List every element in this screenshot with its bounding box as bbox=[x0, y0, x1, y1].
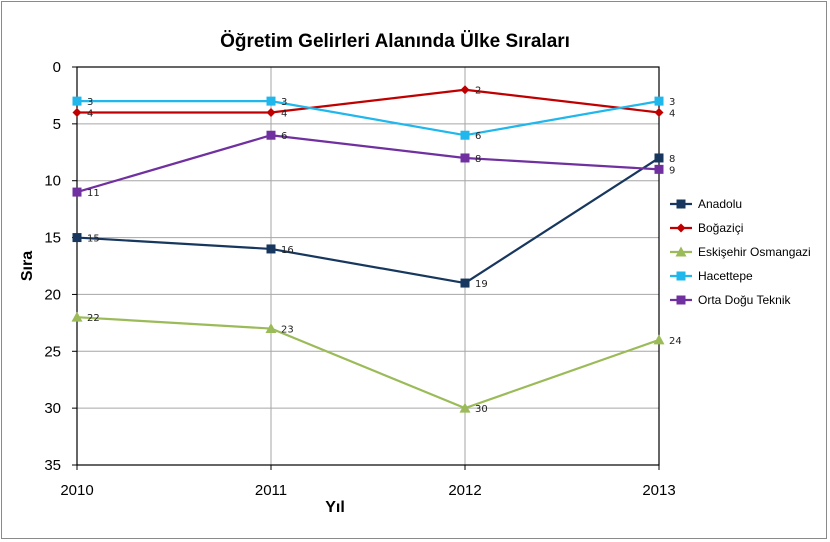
series-3: 3 3 6 3 bbox=[72, 96, 675, 142]
legend-label: Orta Doğu Teknik bbox=[698, 293, 791, 307]
legend-label: Anadolu bbox=[698, 197, 742, 211]
data-label: 2 bbox=[475, 86, 481, 97]
legend-marker bbox=[676, 199, 686, 209]
legend-item: Eskişehir Osmangazi bbox=[670, 245, 811, 259]
data-label: 8 bbox=[669, 154, 675, 165]
data-point bbox=[72, 96, 82, 106]
data-point bbox=[460, 278, 470, 288]
data-label: 24 bbox=[669, 336, 682, 347]
data-label: 9 bbox=[669, 165, 675, 176]
legend-marker bbox=[676, 271, 686, 281]
data-label: 6 bbox=[475, 131, 481, 142]
chart-title: Öğretim Gelirleri Alanında Ülke Sıraları bbox=[220, 31, 570, 52]
data-label: 22 bbox=[87, 313, 100, 324]
legend-label: Boğaziçi bbox=[698, 221, 743, 235]
x-tick-label: 2011 bbox=[255, 482, 287, 499]
y-tick-label: 30 bbox=[44, 400, 61, 417]
data-point bbox=[460, 85, 470, 95]
data-point bbox=[654, 96, 664, 106]
y-axis-ticks: 0 5 10 15 20 25 30 35 bbox=[44, 59, 77, 474]
data-point bbox=[266, 96, 276, 106]
legend-item: Hacettepe bbox=[670, 269, 753, 283]
legend-marker bbox=[675, 246, 687, 257]
data-label: 16 bbox=[281, 245, 294, 256]
x-tick-label: 2013 bbox=[642, 482, 675, 499]
legend-item: Orta Doğu Teknik bbox=[670, 293, 791, 307]
plot-area bbox=[76, 66, 660, 466]
data-point bbox=[266, 244, 276, 254]
data-point bbox=[460, 130, 470, 140]
y-tick-label: 25 bbox=[44, 343, 61, 360]
data-label: 3 bbox=[87, 97, 93, 108]
series-line bbox=[76, 316, 660, 410]
series-2: 22 23 30 24 bbox=[71, 311, 682, 415]
data-point bbox=[72, 187, 82, 197]
y-tick-label: 35 bbox=[44, 457, 61, 474]
data-point bbox=[460, 153, 470, 163]
data-label: 8 bbox=[475, 154, 481, 165]
data-point bbox=[654, 164, 664, 174]
series-1: 4 4 2 4 bbox=[72, 85, 675, 119]
data-point bbox=[72, 107, 82, 117]
series-line bbox=[77, 100, 660, 137]
y-tick-label: 20 bbox=[44, 286, 61, 303]
data-point bbox=[459, 402, 471, 413]
y-tick-label: 15 bbox=[44, 230, 61, 247]
data-label: 19 bbox=[475, 279, 488, 290]
series-line bbox=[77, 88, 660, 114]
data-point bbox=[654, 153, 664, 163]
data-label: 23 bbox=[281, 325, 294, 336]
data-point bbox=[654, 107, 664, 117]
series-line bbox=[76, 157, 660, 285]
y-axis-label: Sıra bbox=[19, 251, 36, 281]
y-tick-label: 0 bbox=[53, 59, 61, 76]
legend-label: Eskişehir Osmangazi bbox=[698, 245, 811, 259]
y-tick-label: 5 bbox=[53, 116, 61, 133]
legend: Anadolu Boğaziçi Eskişehir Osmangazi Hacett… bbox=[670, 197, 811, 307]
y-tick-label: 10 bbox=[44, 173, 61, 190]
series-line bbox=[76, 134, 660, 194]
data-label: 4 bbox=[87, 108, 93, 119]
data-label: 3 bbox=[281, 97, 287, 108]
legend-item: Boğaziçi bbox=[670, 221, 743, 235]
gridlines bbox=[77, 67, 659, 465]
series-0: 15 16 19 8 bbox=[72, 153, 675, 290]
data-point bbox=[71, 311, 83, 322]
data-point bbox=[653, 334, 665, 345]
data-point bbox=[265, 323, 277, 334]
x-axis-label: Yıl bbox=[325, 499, 345, 516]
x-tick-label: 2010 bbox=[60, 482, 93, 499]
data-label: 4 bbox=[669, 108, 675, 119]
data-label: 4 bbox=[281, 108, 287, 119]
x-axis-ticks: 2010 2011 2012 2013 bbox=[60, 465, 676, 499]
data-point bbox=[266, 130, 276, 140]
data-label: 30 bbox=[475, 404, 488, 415]
data-point bbox=[266, 107, 276, 117]
data-point bbox=[72, 233, 82, 243]
data-label: 15 bbox=[87, 234, 100, 245]
legend-label: Hacettepe bbox=[698, 269, 753, 283]
data-label: 11 bbox=[87, 188, 100, 199]
data-label: 6 bbox=[281, 131, 287, 142]
legend-marker bbox=[676, 223, 686, 233]
legend-marker bbox=[676, 295, 686, 305]
legend-item: Anadolu bbox=[670, 197, 742, 211]
x-tick-label: 2012 bbox=[448, 482, 481, 499]
data-label: 3 bbox=[669, 97, 675, 108]
